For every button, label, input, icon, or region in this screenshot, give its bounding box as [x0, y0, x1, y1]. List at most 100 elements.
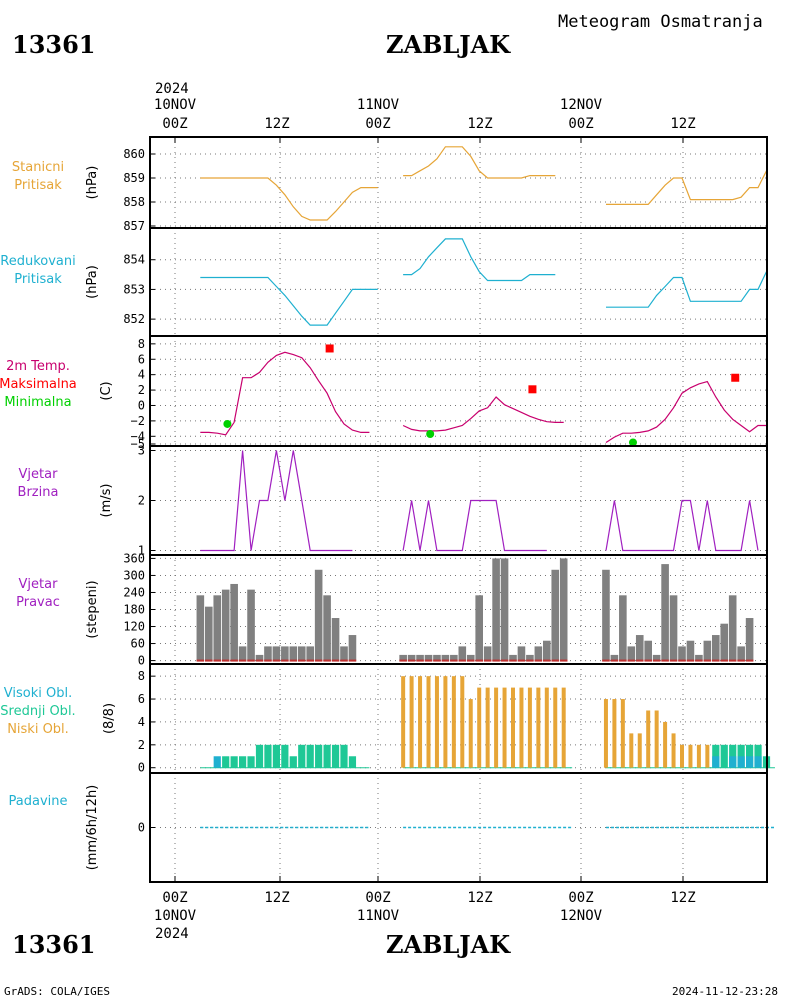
cloud-low-bar — [527, 687, 532, 768]
wind-dir-base — [610, 659, 619, 662]
wind-dir-base — [281, 659, 289, 662]
wind-dir-bar — [221, 589, 230, 661]
wind-dir-base — [492, 659, 500, 662]
wind-dir-base — [602, 659, 610, 662]
y-tick-label: 120 — [123, 620, 145, 634]
cloud-low-bar — [612, 699, 617, 768]
wind-dir-base — [661, 659, 669, 662]
cloud-low-bar — [443, 676, 448, 768]
series-line — [403, 238, 556, 282]
panel-unit: (8/8) — [102, 703, 117, 734]
time-axis-bottom-00z: 00Z — [162, 890, 187, 906]
cloud-mid-bar — [331, 744, 340, 768]
tmax-marker — [325, 344, 334, 353]
time-axis-bottom-00z: 00Z — [365, 890, 390, 906]
panel-unit: (stepeni) — [85, 580, 100, 638]
time-axis-top-date: 12NOV — [560, 97, 603, 113]
y-tick-label: 3 — [138, 444, 145, 458]
wind-dir-base — [695, 659, 703, 662]
panel-label: Maksimalna — [0, 377, 77, 392]
wind-dir-base — [509, 659, 517, 662]
wind-dir-bar — [255, 654, 264, 661]
wind-dir-base — [424, 659, 433, 662]
y-tick-label: −2 — [131, 414, 145, 428]
panel-wind-speed: Vjetar Brzina (m/s) 1 2 3 — [18, 444, 768, 558]
cloud-mid-bar — [255, 744, 264, 768]
wind-dir-bar — [289, 646, 298, 661]
cloud-mid-bar — [281, 744, 289, 768]
panel-label: Padavine — [9, 794, 68, 809]
wind-dir-base — [450, 659, 458, 662]
y-tick-label: 853 — [123, 282, 145, 296]
cloud-high-bar — [737, 756, 745, 768]
wind-dir-base — [551, 659, 560, 662]
series-line — [402, 499, 547, 552]
time-axis-bottom-date: 10NOV — [154, 908, 197, 924]
cloud-mid-bar — [239, 756, 247, 768]
wind-dir-base — [526, 659, 534, 662]
cloud-low-bar — [680, 744, 684, 768]
panel-station-pressure: Stanicni Pritisak (hPa) 857 858 859 860 — [12, 136, 768, 233]
footer-station-name: ZABLJAK — [386, 930, 511, 959]
wind-dir-bar — [433, 654, 441, 661]
panel-label: Vjetar — [19, 467, 59, 482]
panel-wind-direction: Vjetar Pravac (stepeni) 0 60 120 180 240 300 360 — [16, 551, 768, 668]
wind-dir-bar — [205, 606, 213, 661]
wind-dir-bar — [526, 654, 534, 661]
panel-label: Pritisak — [14, 272, 62, 287]
tmin-marker — [628, 438, 637, 447]
cloud-low-bar — [544, 687, 549, 768]
wind-dir-base — [559, 659, 568, 662]
panel-unit: (C) — [99, 381, 114, 400]
y-tick-label: 4 — [138, 715, 145, 729]
wind-dir-base — [534, 659, 543, 662]
cloud-low-bar — [460, 676, 465, 768]
wind-dir-base — [306, 659, 314, 662]
panel-label: Srednji Obl. — [0, 704, 75, 719]
wind-dir-bar — [737, 646, 745, 661]
wind-dir-bar — [323, 595, 331, 661]
wind-dir-bar — [652, 654, 661, 661]
wind-dir-bar — [703, 640, 712, 661]
cloud-mid-bar — [720, 744, 728, 768]
wind-dir-base — [686, 659, 695, 662]
wind-dir-base — [264, 659, 272, 662]
wind-dir-base — [272, 659, 281, 662]
y-tick-label: 180 — [123, 603, 145, 617]
wind-dir-bar — [238, 646, 247, 661]
cloud-low-bar — [485, 687, 490, 768]
time-axis-top-00z: 00Z — [365, 116, 390, 132]
cloud-low-bar — [553, 687, 558, 768]
cloud-low-bar — [620, 699, 625, 768]
wind-dir-bar — [264, 646, 272, 661]
wind-dir-base — [678, 659, 686, 662]
y-tick-label: 300 — [123, 568, 145, 582]
y-tick-label: 852 — [123, 312, 145, 326]
wind-dir-bar — [466, 654, 475, 661]
y-tick-label: 2 — [138, 738, 145, 752]
cloud-mid-bar — [315, 744, 323, 768]
cloud-low-bar — [705, 744, 710, 768]
wind-dir-base — [466, 659, 475, 662]
series-line — [605, 380, 767, 444]
wind-dir-bar — [230, 583, 238, 661]
wind-dir-bar — [627, 646, 636, 661]
y-tick-label: −4 — [131, 429, 145, 443]
cloud-low-bar — [409, 676, 414, 768]
y-tick-label: 858 — [123, 195, 145, 209]
wind-dir-bar — [500, 558, 509, 661]
wind-dir-base — [619, 659, 627, 662]
wind-dir-base — [323, 659, 331, 662]
wind-dir-bar — [475, 595, 483, 661]
cloud-low-bar — [561, 687, 566, 768]
series-line — [606, 271, 768, 308]
wind-dir-bar — [340, 646, 348, 661]
series-line — [403, 146, 556, 179]
panel-frame — [149, 335, 768, 447]
y-tick-label: 860 — [123, 147, 145, 161]
cloud-low-bar — [477, 687, 482, 768]
wind-dir-bar — [407, 654, 416, 661]
wind-dir-bar — [272, 646, 281, 661]
wind-dir-base — [627, 659, 636, 662]
